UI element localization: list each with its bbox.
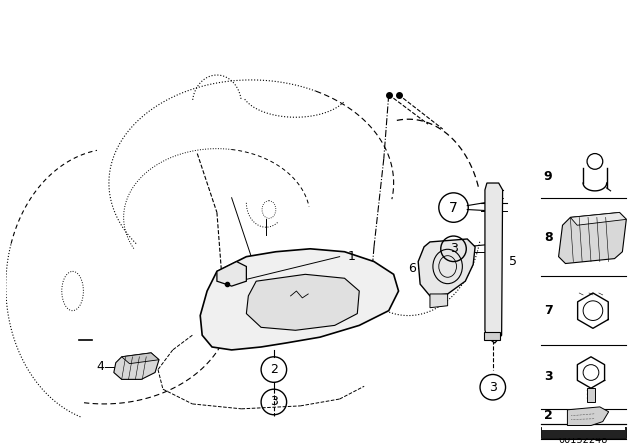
Text: 7: 7	[449, 201, 458, 215]
Polygon shape	[542, 427, 625, 431]
Text: 6: 6	[408, 262, 416, 275]
Text: 1: 1	[348, 250, 355, 263]
Text: 8: 8	[544, 231, 552, 244]
Text: 00152248: 00152248	[559, 435, 608, 445]
Text: 3: 3	[544, 370, 552, 383]
Polygon shape	[568, 407, 609, 426]
Text: 3: 3	[270, 396, 278, 409]
Text: 9: 9	[544, 170, 552, 183]
FancyBboxPatch shape	[484, 332, 500, 340]
Text: 2: 2	[544, 409, 552, 422]
Polygon shape	[430, 294, 447, 308]
Polygon shape	[485, 183, 502, 343]
FancyBboxPatch shape	[587, 388, 595, 402]
Text: 3: 3	[489, 381, 497, 394]
Polygon shape	[200, 249, 399, 350]
Polygon shape	[559, 212, 627, 263]
Polygon shape	[418, 239, 475, 296]
Text: 5: 5	[509, 255, 516, 268]
Polygon shape	[217, 262, 246, 286]
Polygon shape	[246, 274, 359, 330]
Polygon shape	[541, 426, 627, 438]
Polygon shape	[570, 212, 627, 225]
Polygon shape	[122, 353, 159, 364]
Text: 4: 4	[96, 360, 104, 373]
Polygon shape	[114, 353, 159, 379]
Text: 2: 2	[270, 363, 278, 376]
Text: 7: 7	[544, 304, 552, 317]
Text: 3: 3	[449, 242, 458, 255]
